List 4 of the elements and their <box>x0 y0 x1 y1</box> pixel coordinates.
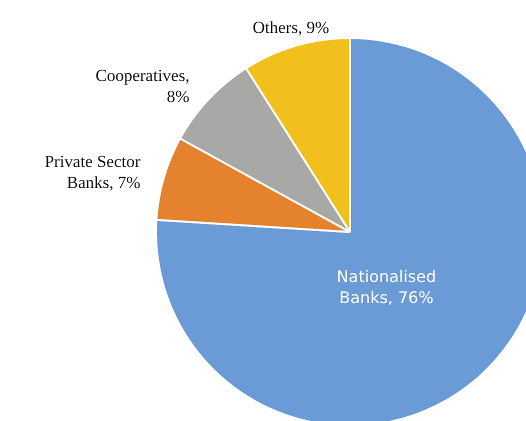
slice-label: Others, 9% <box>252 18 330 37</box>
slice-label: Nationalised Banks, 76% <box>336 266 436 307</box>
slice-label: Cooperatives, 8% <box>96 66 190 106</box>
slice-label: Private Sector Banks, 7% <box>44 152 141 192</box>
